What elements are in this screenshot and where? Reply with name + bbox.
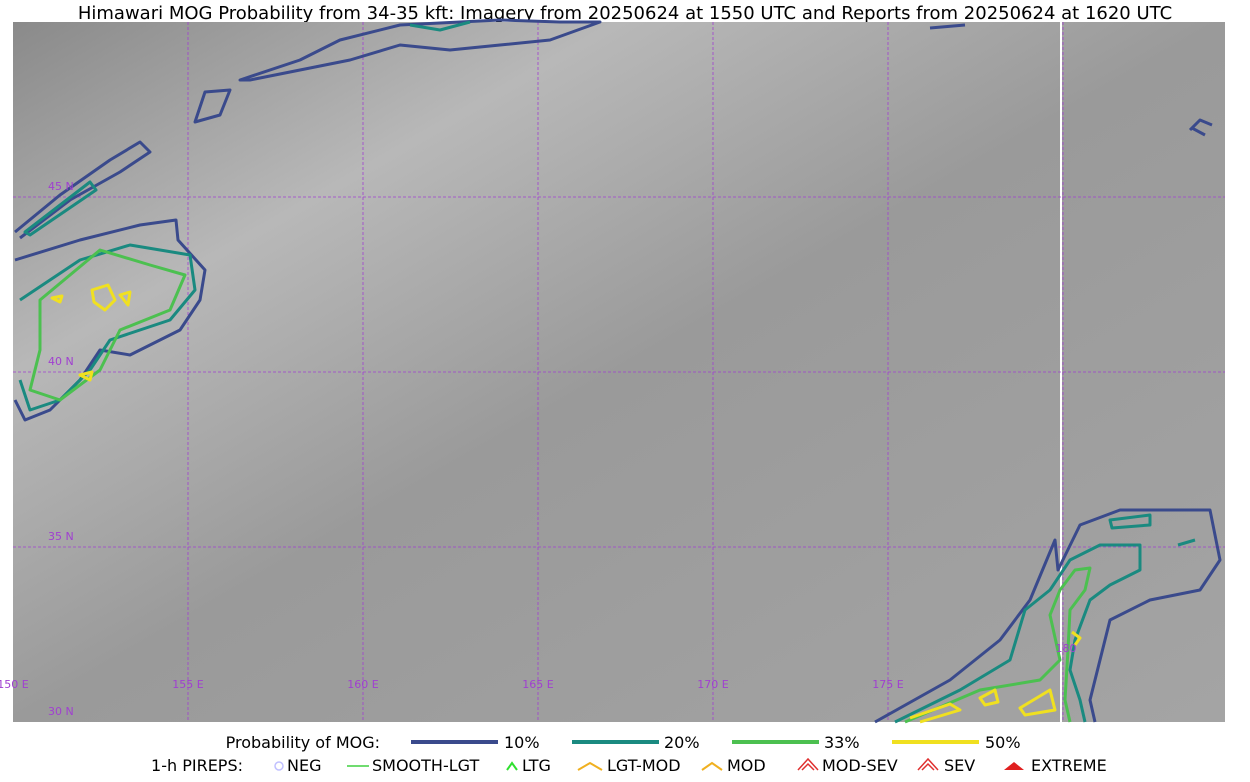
legend: Probability of MOG: 10% 20% 33% 50% 1-h … bbox=[151, 733, 1107, 775]
mod-sev-icon bbox=[797, 757, 819, 771]
neg-icon bbox=[274, 761, 284, 771]
lon-label: 175 E bbox=[872, 678, 903, 691]
lat-label: 45 N bbox=[48, 180, 74, 193]
lon-label: 150 E bbox=[0, 678, 29, 691]
lon-label: 155 E bbox=[172, 678, 203, 691]
legend-entry: LTG bbox=[522, 756, 551, 775]
mod-icon bbox=[701, 761, 723, 771]
lon-label: 160 E bbox=[347, 678, 378, 691]
title: Himawari MOG Probability from 34-35 kft:… bbox=[78, 3, 1172, 24]
grid bbox=[13, 22, 1225, 722]
legend-entry: SEV bbox=[944, 756, 975, 775]
legend-entry: MOD bbox=[727, 756, 766, 775]
legend-entry: 50% bbox=[985, 733, 1021, 752]
legend-entry: 33% bbox=[824, 733, 860, 752]
lon-label: 165 E bbox=[522, 678, 553, 691]
ltg-icon bbox=[506, 761, 518, 771]
legend-title: 1-h PIREPS: bbox=[151, 756, 243, 775]
legend-entry: 10% bbox=[504, 733, 540, 752]
map: 45 N 40 N 35 N 30 N 150 E 155 E 160 E 16… bbox=[0, 18, 1225, 724]
legend-entry: EXTREME bbox=[1031, 756, 1107, 775]
lat-label: 30 N bbox=[48, 705, 74, 718]
legend-entry: SMOOTH-LGT bbox=[372, 756, 479, 775]
sev-icon bbox=[917, 757, 939, 771]
lon-label: 170 E bbox=[697, 678, 728, 691]
lat-label: 40 N bbox=[48, 355, 74, 368]
legend-title: Probability of MOG: bbox=[226, 733, 380, 752]
legend-entry: 20% bbox=[664, 733, 700, 752]
legend-entry: LGT-MOD bbox=[607, 756, 681, 775]
lgt-mod-icon bbox=[577, 761, 603, 771]
contours bbox=[13, 18, 1222, 724]
lat-label: 35 N bbox=[48, 530, 74, 543]
lon-label: 180 bbox=[1056, 642, 1077, 655]
legend-entry: MOD-SEV bbox=[822, 756, 898, 775]
extreme-icon bbox=[1004, 762, 1024, 770]
legend-entry: NEG bbox=[287, 756, 321, 775]
